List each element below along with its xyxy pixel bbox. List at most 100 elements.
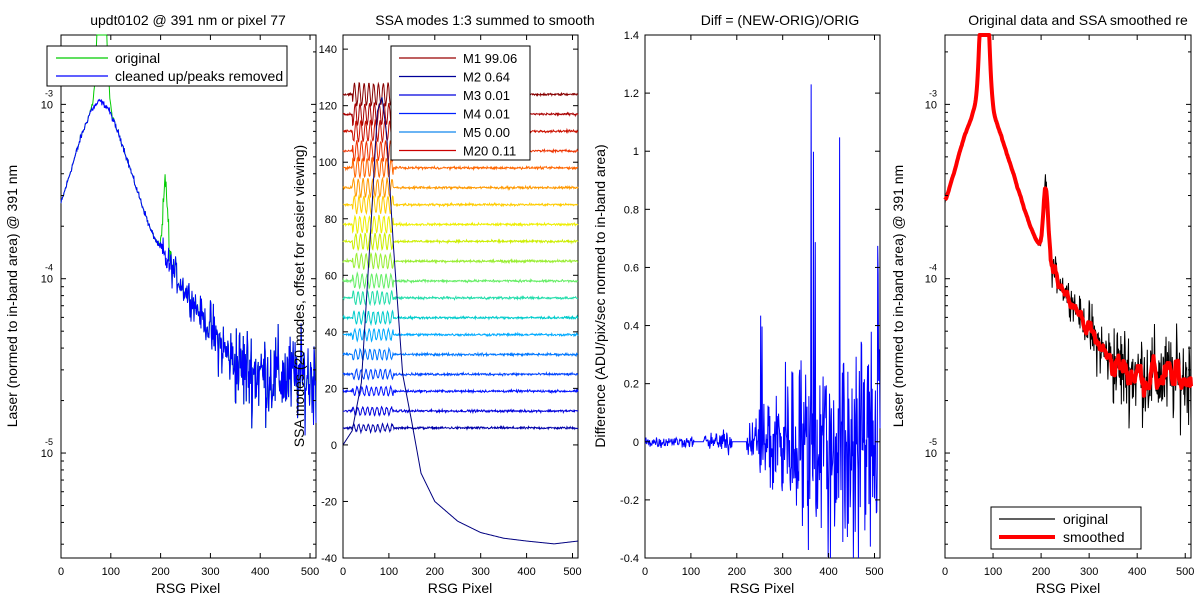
legend-label-mode: M4 0.01 <box>463 107 510 122</box>
x-tick-label: 100 <box>682 566 700 578</box>
panel-ssa-modes: 0 100 200 300 400 500-40-20020406080100120140… <box>291 12 595 596</box>
legend-label-mode: M1 99.06 <box>463 51 517 66</box>
y-tick-label: 10 <box>41 99 53 111</box>
panel-4-title: Original data and SSA smoothed re <box>968 12 1188 28</box>
y-tick-label: 10 <box>925 99 937 111</box>
y-tick-exponent: -3 <box>929 88 937 98</box>
y-tick-exponent: -4 <box>929 263 937 273</box>
x-tick-label: 300 <box>472 566 490 578</box>
y-tick-exponent: -5 <box>929 437 937 447</box>
y-tick-exponent: -5 <box>45 437 53 447</box>
y-tick-label: 10 <box>925 448 937 460</box>
y-tick-label: -0.4 <box>620 553 639 565</box>
y-tick-exponent: -3 <box>45 88 53 98</box>
panel-3-ylabel: Difference (ADU/pix/sec normed to in-ban… <box>592 144 608 447</box>
panel-2-legend-box <box>390 45 531 161</box>
series-cleaned <box>60 98 317 436</box>
panel-4-xlabel: RSG Pixel <box>1036 580 1101 596</box>
x-tick-label: 500 <box>1176 566 1194 578</box>
y-tick-label: 100 <box>319 157 337 169</box>
series-smoothed <box>943 33 1193 398</box>
legend-label-smoothed: smoothed <box>1063 529 1124 545</box>
x-tick-label: 0 <box>58 566 64 578</box>
panel-3-plot <box>644 84 881 559</box>
mode-series <box>342 309 579 327</box>
x-tick-label: 300 <box>774 566 792 578</box>
y-tick-exponent: -4 <box>45 263 53 273</box>
panel-4-legend: original smoothed <box>990 506 1142 550</box>
y-tick-label: 10 <box>41 274 53 286</box>
y-tick-label: 0.8 <box>624 204 639 216</box>
y-tick-label: 1 <box>633 146 639 158</box>
panel-1-ylabel: Laser (normed to in-band area) @ 391 nm <box>4 165 20 427</box>
diff-series <box>644 84 881 559</box>
panel-2-ylabel: SSA modes (20 modes, offset for easier v… <box>291 145 307 447</box>
legend-label-mode: M3 0.01 <box>463 88 510 103</box>
x-tick-label: 500 <box>865 566 883 578</box>
panel-2-legend: M1 99.06 M2 0.64 M3 0.01 M4 0.01 M5 0.00 M20 … <box>390 45 531 161</box>
mode-series <box>342 231 579 252</box>
x-tick-label: 100 <box>102 566 120 578</box>
y-tick-label: -40 <box>321 553 337 565</box>
y-tick-label: 1.2 <box>624 88 639 100</box>
mode-series <box>342 327 579 343</box>
x-tick-label: 200 <box>728 566 746 578</box>
panel-1-plot <box>60 34 317 436</box>
y-tick-label: -0.2 <box>620 495 639 507</box>
mode-series <box>342 384 579 397</box>
x-tick-label: 400 <box>819 566 837 578</box>
panel-3-ticks: 0 100 200 300 400 500 -0.4 -0.2 0 0.2 0.4 0.6 0.8 1 1.… <box>620 30 884 578</box>
mode-series <box>342 193 579 216</box>
mode-series <box>342 176 579 199</box>
mode-series <box>342 346 579 361</box>
y-tick-label: 120 <box>319 101 337 113</box>
panel-1-legend: original cleaned up/peaks removed <box>46 45 288 87</box>
legend-label-original: original <box>115 50 160 66</box>
x-tick-label: 0 <box>942 566 948 578</box>
y-tick-label: 60 <box>325 270 337 282</box>
panel-1-legend-box <box>46 45 288 87</box>
mode-series <box>342 289 579 307</box>
x-tick-label: 100 <box>984 566 1002 578</box>
y-tick-label: -20 <box>321 496 337 508</box>
panel-4-plot <box>943 33 1193 436</box>
mode-series <box>342 214 579 235</box>
x-tick-label: 400 <box>251 566 269 578</box>
x-tick-label: 400 <box>1128 566 1146 578</box>
x-tick-label: 500 <box>301 566 319 578</box>
x-tick-label: 200 <box>1032 566 1050 578</box>
y-tick-label: 10 <box>41 448 53 460</box>
x-tick-label: 0 <box>340 566 346 578</box>
panel-3-xlabel: RSG Pixel <box>730 580 795 596</box>
legend-label-cleaned: cleaned up/peaks removed <box>115 68 283 84</box>
mode-series <box>342 271 579 290</box>
x-tick-label: 0 <box>642 566 648 578</box>
y-tick-label: 40 <box>325 327 337 339</box>
panel-1-frame <box>60 34 317 559</box>
mode-1-series <box>342 97 579 545</box>
x-tick-label: 400 <box>517 566 535 578</box>
legend-label-mode: M5 0.00 <box>463 125 510 140</box>
x-tick-label: 200 <box>151 566 169 578</box>
y-tick-label: 0 <box>331 440 337 452</box>
y-tick-label: 20 <box>325 383 337 395</box>
mode-series <box>342 367 579 381</box>
x-tick-label: 100 <box>380 566 398 578</box>
y-tick-label: 0.2 <box>624 379 639 391</box>
legend-label-mode: M2 0.64 <box>463 70 510 85</box>
y-tick-label: 0.4 <box>624 321 639 333</box>
panel-4-ylabel: Laser (normed to in-band area) @ 391 nm <box>890 165 906 427</box>
legend-label-original-black: original <box>1063 511 1108 527</box>
y-tick-label: 1.4 <box>624 30 639 42</box>
panel-diff: 0 100 200 300 400 500 -0.4 -0.2 0 0.2 0.4 0.6 0.8 1 1.… <box>592 12 884 596</box>
mode-series <box>342 251 579 270</box>
y-tick-label: 140 <box>319 44 337 56</box>
y-tick-label: 0.6 <box>624 262 639 274</box>
panel-1-title: updt0102 @ 391 nm or pixel 77 <box>90 12 286 28</box>
y-tick-label: 10 <box>925 274 937 286</box>
